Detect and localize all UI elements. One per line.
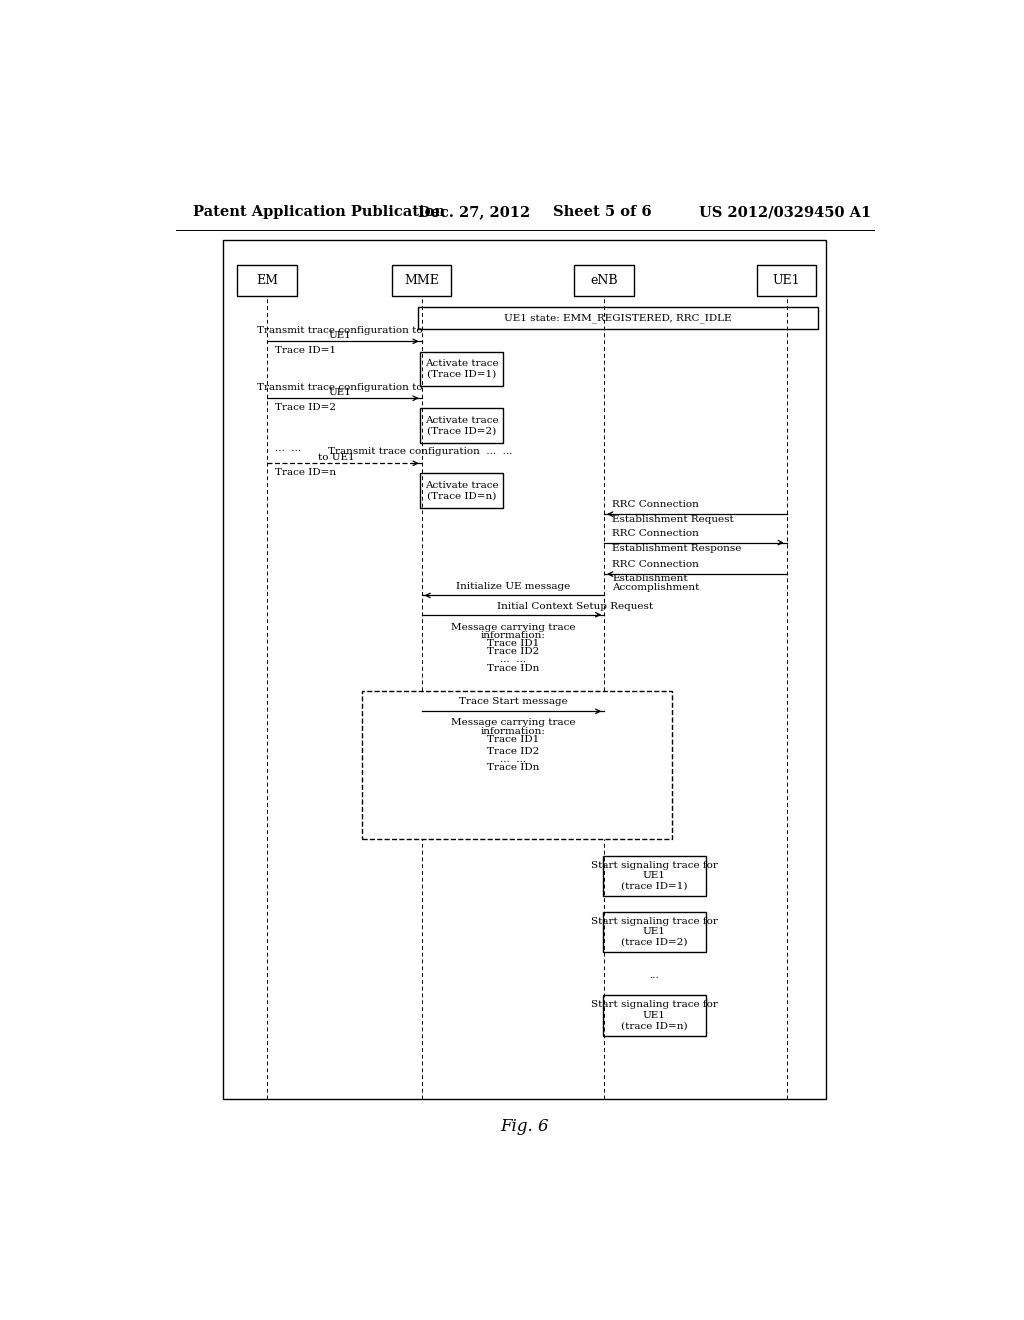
Text: Activate trace
(Trace ID=1): Activate trace (Trace ID=1) <box>425 359 499 379</box>
Text: Sheet 5 of 6: Sheet 5 of 6 <box>553 206 651 219</box>
Bar <box>602 912 706 952</box>
Text: information:: information: <box>480 631 546 640</box>
Bar <box>420 351 504 385</box>
Text: ...  ...: ... ... <box>274 444 301 453</box>
Text: ...  ...: ... ... <box>500 656 526 664</box>
Bar <box>238 265 297 296</box>
Text: Transmit trace configuration  ...  ...: Transmit trace configuration ... ... <box>329 447 513 457</box>
Text: Establishment Request: Establishment Request <box>612 515 734 524</box>
Text: Start signaling trace for
UE1
(trace ID=n): Start signaling trace for UE1 (trace ID=… <box>591 1001 718 1030</box>
Text: Patent Application Publication: Patent Application Publication <box>194 206 445 219</box>
Bar <box>602 855 706 896</box>
Text: Trace IDn: Trace IDn <box>486 664 539 673</box>
Text: UE1 state: EMM_REGISTERED, RRC_IDLE: UE1 state: EMM_REGISTERED, RRC_IDLE <box>504 313 732 323</box>
Text: eNB: eNB <box>591 273 617 286</box>
Bar <box>418 306 818 329</box>
Text: UE1: UE1 <box>773 273 801 286</box>
Bar <box>602 995 706 1036</box>
Text: Trace IDn: Trace IDn <box>486 763 539 772</box>
Text: Trace ID2: Trace ID2 <box>486 647 539 656</box>
Text: UE1: UE1 <box>329 331 351 341</box>
Text: ...  ...: ... ... <box>500 755 526 764</box>
Text: UE1: UE1 <box>329 388 351 397</box>
Text: Initial Context Setup Request: Initial Context Setup Request <box>497 602 653 611</box>
Text: Fig. 6: Fig. 6 <box>501 1118 549 1134</box>
Text: Start signaling trace for
UE1
(trace ID=1): Start signaling trace for UE1 (trace ID=… <box>591 861 718 891</box>
Text: Trace ID=2: Trace ID=2 <box>274 404 336 412</box>
Text: information:: information: <box>480 726 546 735</box>
Text: ...: ... <box>649 972 659 979</box>
Bar <box>362 690 672 840</box>
Text: US 2012/0329450 A1: US 2012/0329450 A1 <box>699 206 871 219</box>
Text: RRC Connection: RRC Connection <box>612 560 699 569</box>
Text: Transmit trace configuration to: Transmit trace configuration to <box>257 326 423 335</box>
Text: Message carrying trace: Message carrying trace <box>451 623 575 632</box>
Text: Trace Start message: Trace Start message <box>459 697 567 706</box>
Text: Establishment: Establishment <box>612 574 688 583</box>
Text: Activate trace
(Trace ID=n): Activate trace (Trace ID=n) <box>425 480 499 500</box>
Text: Transmit trace configuration to: Transmit trace configuration to <box>257 383 423 392</box>
Bar <box>420 474 504 508</box>
Text: Accomplishment: Accomplishment <box>612 583 699 593</box>
Text: Trace ID1: Trace ID1 <box>486 639 539 648</box>
Text: MME: MME <box>404 273 439 286</box>
Text: Dec. 27, 2012: Dec. 27, 2012 <box>418 206 529 219</box>
Bar <box>420 408 504 444</box>
Text: Message carrying trace: Message carrying trace <box>451 718 575 727</box>
Text: Trace ID2: Trace ID2 <box>486 747 539 756</box>
Bar <box>223 240 826 1098</box>
Text: Initialize UE message: Initialize UE message <box>456 582 570 591</box>
Text: Trace ID1: Trace ID1 <box>486 735 539 743</box>
Text: RRC Connection: RRC Connection <box>612 500 699 510</box>
Text: Activate trace
(Trace ID=2): Activate trace (Trace ID=2) <box>425 416 499 436</box>
Text: Trace ID=n: Trace ID=n <box>274 469 336 478</box>
Text: Establishment Response: Establishment Response <box>612 544 741 553</box>
Text: EM: EM <box>256 273 278 286</box>
Bar <box>757 265 816 296</box>
Bar <box>574 265 634 296</box>
Text: RRC Connection: RRC Connection <box>612 528 699 537</box>
Text: Trace ID=1: Trace ID=1 <box>274 346 336 355</box>
Bar <box>392 265 452 296</box>
Text: to UE1: to UE1 <box>318 453 354 462</box>
Text: Start signaling trace for
UE1
(trace ID=2): Start signaling trace for UE1 (trace ID=… <box>591 917 718 946</box>
